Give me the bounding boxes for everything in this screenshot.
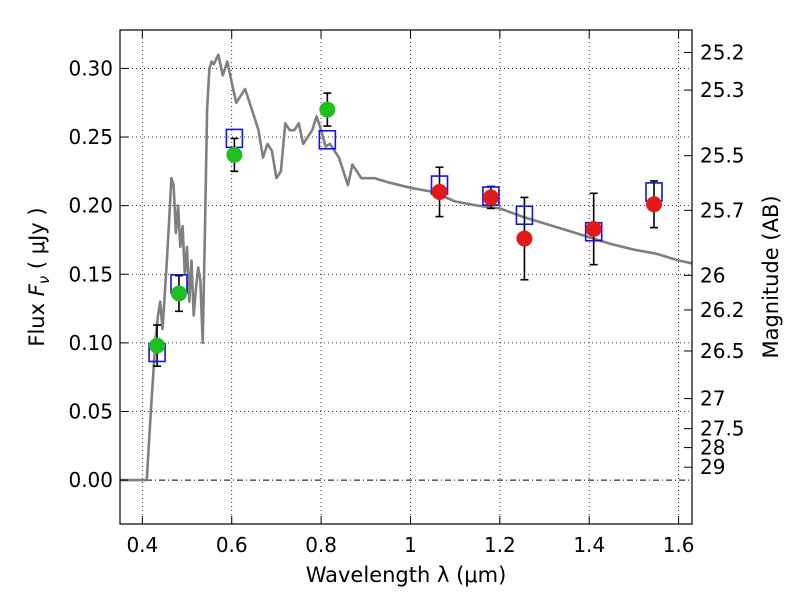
y-axis-label: Flux Fν ( μJy )	[25, 207, 53, 346]
y-tick-labels: 0.00 0.05 0.10 0.15 0.20 0.25 0.30	[68, 56, 113, 492]
x-tick-label: 1	[404, 533, 417, 557]
x-axis-label: Wavelength λ (μm)	[306, 563, 507, 587]
model-photometry-square	[318, 129, 337, 150]
y-tick-label: 0.00	[68, 468, 113, 492]
grid	[120, 30, 692, 524]
model-spectrum-line	[120, 53, 692, 482]
magnitude-tick-label: 26.5	[700, 339, 745, 363]
x-tick-label: 1.2	[484, 533, 516, 557]
y-tick-label: 0.15	[68, 262, 113, 286]
plot-frame	[119, 29, 693, 525]
y2-axis-label: Magnitude (AB)	[759, 195, 783, 358]
observed-point	[585, 220, 602, 237]
x-tick-label: 1.6	[663, 533, 695, 557]
observed-point	[646, 196, 663, 213]
x-tick-label: 0.4	[126, 533, 158, 557]
magnitude-tick-label: 25.7	[700, 198, 745, 222]
observed-point	[431, 183, 448, 200]
observed-point	[149, 337, 166, 354]
magnitude-tick-label: 27	[700, 387, 725, 411]
magnitude-tick-label: 27.5	[700, 417, 745, 441]
magnitude-tick-label: 28	[700, 436, 725, 460]
y-tick-label: 0.20	[68, 194, 113, 218]
plot-area	[120, 53, 692, 482]
model-photometry-square	[515, 205, 534, 226]
y-tick-label: 0.10	[68, 331, 113, 355]
y-tick-label: 0.05	[68, 399, 113, 423]
x-tick-label: 0.8	[305, 533, 337, 557]
magnitude-tick-label: 25.2	[700, 41, 745, 65]
model-photometry-squares	[148, 128, 663, 363]
axis-ticks	[120, 30, 692, 524]
magnitude-tick-label: 29	[700, 455, 725, 479]
magnitude-tick-label: 26	[700, 263, 725, 287]
observed-point	[482, 189, 499, 206]
magnitude-tick-label: 26.2	[700, 298, 745, 322]
observed-point	[516, 230, 533, 247]
y-tick-label: 0.30	[68, 56, 113, 80]
observed-point	[226, 146, 243, 163]
magnitude-tick-label: 25.3	[700, 78, 745, 102]
x-tick-labels: 0.4 0.6 0.8 1 1.2 1.4 1.6	[126, 533, 694, 557]
y-tick-label: 0.25	[68, 125, 113, 149]
x-tick-label: 1.4	[573, 533, 605, 557]
observed-point	[170, 285, 187, 302]
observed-point	[319, 101, 336, 118]
magnitude-tick-label: 25.5	[700, 144, 745, 168]
x-tick-label: 0.6	[216, 533, 248, 557]
observed-points	[149, 101, 663, 354]
